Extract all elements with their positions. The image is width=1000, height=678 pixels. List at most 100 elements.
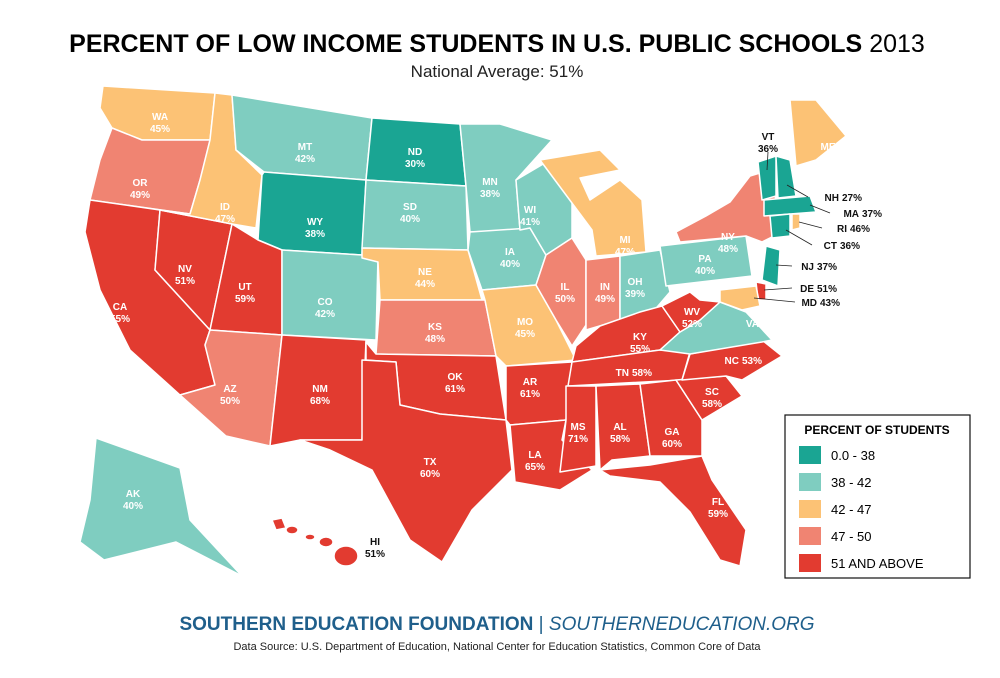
- state-percent: 47%: [615, 247, 635, 258]
- state-abbr: NJ: [801, 262, 814, 273]
- state-percent: 58%: [632, 368, 652, 379]
- state-shape: [299, 359, 513, 563]
- state-abbr: OH: [628, 277, 643, 288]
- state-abbr: WI: [524, 205, 536, 216]
- state-percent: 36%: [840, 241, 860, 252]
- state-abbr: PA: [698, 254, 711, 265]
- state-abbr: CA: [113, 302, 127, 313]
- organization: SOUTHERN EDUCATION FOUNDATION: [179, 614, 533, 635]
- state-percent: 59%: [708, 509, 728, 520]
- state-percent: 36%: [758, 144, 778, 155]
- state-abbr: RI: [837, 224, 847, 235]
- state-shape: [599, 455, 747, 567]
- state-percent: 43%: [818, 154, 838, 165]
- state-abbr: CO: [318, 297, 333, 308]
- state-percent: 45%: [150, 124, 170, 135]
- legend-label: 51 AND ABOVE: [831, 556, 924, 571]
- legend-label: 42 - 47: [831, 502, 871, 517]
- state-percent: 42%: [315, 309, 335, 320]
- state-percent: 51%: [817, 284, 837, 295]
- state-abbr: ME: [821, 142, 836, 153]
- state-abbr: DE: [800, 284, 814, 295]
- state-abbr: MA: [843, 209, 859, 220]
- legend-swatch: [799, 500, 821, 518]
- legend-label: 38 - 42: [831, 475, 871, 490]
- state-abbr: MO: [517, 317, 533, 328]
- state-percent: 53%: [742, 356, 762, 367]
- title-main: PERCENT OF LOW INCOME STUDENTS IN U.S. P…: [69, 30, 862, 58]
- legend-swatch: [799, 446, 821, 464]
- state-shape: [559, 385, 597, 473]
- state-abbr: NY: [721, 232, 735, 243]
- state-shape: [281, 249, 379, 341]
- state-shape: [304, 533, 316, 541]
- state-abbr: ND: [408, 147, 422, 158]
- state-abbr: NE: [418, 267, 432, 278]
- title-year: 2013: [869, 30, 925, 58]
- state-abbr: TN: [616, 368, 629, 379]
- website: SOUTHERNEDUCATION.ORG: [549, 614, 815, 635]
- state-shape: [619, 249, 671, 321]
- state-percent: 71%: [568, 434, 588, 445]
- state-shape: [285, 525, 299, 535]
- states: WA45%OR49%CA55%NV51%ID47%MT42%WY38%UT59%…: [79, 85, 882, 577]
- state-abbr: IL: [561, 282, 570, 293]
- state-percent: 59%: [235, 294, 255, 305]
- state-percent: 41%: [520, 217, 540, 228]
- source: Data Source: U.S. Department of Educatio…: [233, 641, 761, 653]
- state-percent: 51%: [175, 276, 195, 287]
- separator: |: [539, 614, 544, 635]
- state-shape: [585, 255, 621, 331]
- state-abbr: CT: [824, 241, 837, 252]
- state-percent: 46%: [850, 224, 870, 235]
- state-percent: 48%: [718, 244, 738, 255]
- state-percent: 48%: [425, 334, 445, 345]
- state-abbr: NV: [178, 264, 192, 275]
- state-abbr: OR: [133, 178, 149, 189]
- state-shape: [763, 195, 817, 217]
- state-abbr: MT: [298, 142, 312, 153]
- state-abbr: AZ: [223, 384, 236, 395]
- legend-swatch: [799, 527, 821, 545]
- state-shape: [639, 379, 703, 457]
- state-abbr: SD: [403, 202, 417, 213]
- state-abbr: VT: [762, 132, 775, 143]
- state-percent: 38%: [480, 189, 500, 200]
- state-abbr: SC: [705, 387, 719, 398]
- state-percent: 39%: [625, 289, 645, 300]
- state-shape: [761, 245, 781, 287]
- state-percent: 47%: [215, 214, 235, 225]
- state-abbr: AK: [126, 489, 141, 500]
- state-abbr: WA: [152, 112, 168, 123]
- footer-line: SOUTHERN EDUCATION FOUNDATION | SOUTHERN…: [179, 614, 814, 635]
- title: PERCENT OF LOW INCOME STUDENTS IN U.S. P…: [69, 30, 925, 58]
- state-abbr: KS: [428, 322, 442, 333]
- state-percent: 42%: [295, 154, 315, 165]
- state-shape: [789, 99, 847, 167]
- legend-items: 0.0 - 38 38 - 42 42 - 47 47 - 50 51 AND ABOV…: [799, 446, 924, 572]
- state-abbr: MD: [801, 298, 817, 309]
- state-shape: [595, 383, 651, 471]
- state-percent: 27%: [842, 193, 862, 204]
- state-percent: 58%: [702, 399, 722, 410]
- state-abbr: NM: [312, 384, 328, 395]
- state-percent: 68%: [310, 396, 330, 407]
- state-percent: 44%: [415, 279, 435, 290]
- state-abbr: AL: [613, 422, 626, 433]
- state-shape: [257, 171, 367, 256]
- state-percent: 55%: [630, 344, 650, 355]
- state-shape: [769, 213, 791, 239]
- state-abbr: IN: [600, 282, 610, 293]
- state-abbr: UT: [238, 282, 251, 293]
- legend-label: 0.0 - 38: [831, 448, 875, 463]
- state-abbr: FL: [712, 497, 724, 508]
- state-percent: 45%: [515, 329, 535, 340]
- legend-swatch: [799, 554, 821, 572]
- state-abbr: ID: [220, 202, 230, 213]
- state-abbr: NH: [825, 193, 839, 204]
- state-percent: 40%: [500, 259, 520, 270]
- state-abbr: VA: [746, 319, 759, 330]
- state-percent: 40%: [695, 266, 715, 277]
- state-shape: [719, 285, 761, 311]
